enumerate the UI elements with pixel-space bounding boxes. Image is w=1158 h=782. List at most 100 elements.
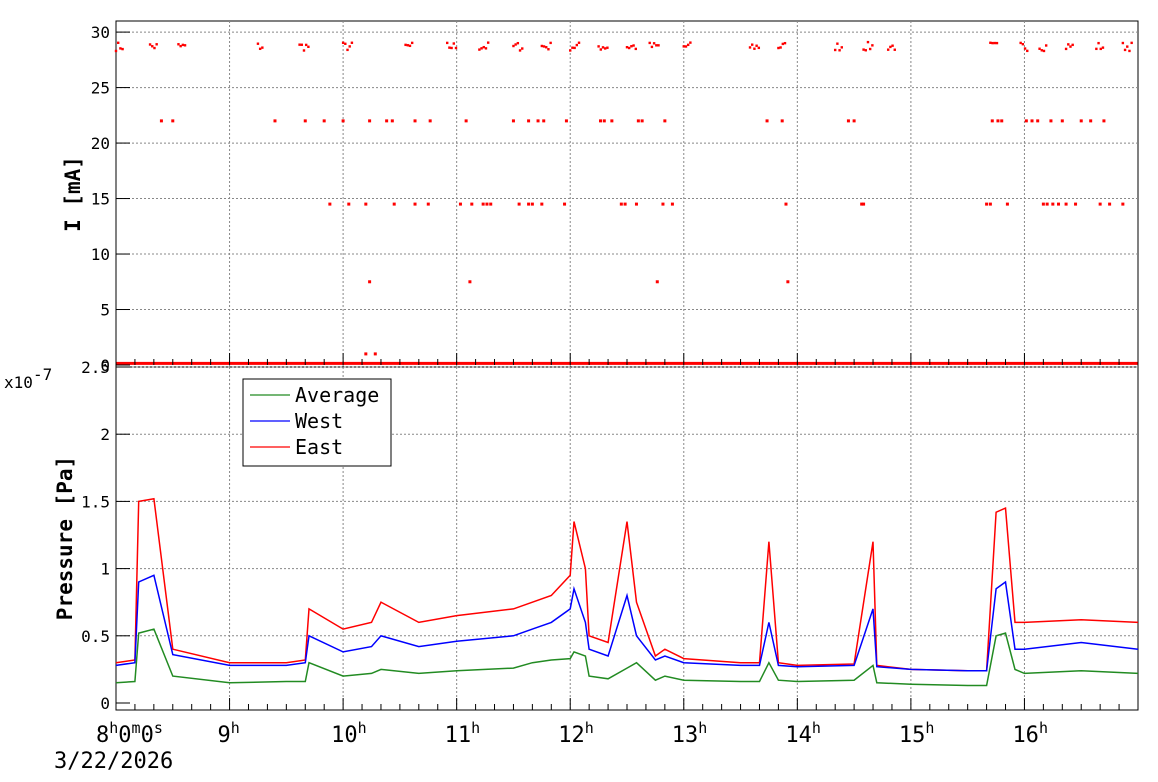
current-point	[341, 41, 345, 44]
current-point	[413, 119, 417, 123]
legend-label-west: West	[295, 409, 343, 433]
current-point	[1102, 119, 1106, 123]
current-point	[786, 280, 790, 284]
current-panel-grid	[116, 21, 1138, 367]
current-point	[392, 202, 396, 206]
current-point	[862, 48, 865, 51]
current-point	[650, 45, 654, 49]
current-point	[988, 202, 992, 206]
current-point	[833, 48, 837, 52]
current-point	[599, 119, 603, 123]
current-point	[410, 41, 414, 45]
current-point	[390, 119, 394, 123]
current-point	[171, 119, 175, 123]
current-y-tick-label: 10	[91, 245, 110, 264]
exponent-base: x10	[4, 373, 33, 392]
current-point	[985, 202, 989, 206]
current-point	[303, 119, 307, 123]
current-point	[258, 47, 262, 51]
current-point	[573, 46, 576, 50]
current-point	[777, 46, 780, 50]
current-point	[119, 47, 122, 50]
current-point	[995, 41, 999, 45]
pressure-line-average	[115, 628, 1139, 687]
pressure-y-tick-label: 2.5	[81, 358, 110, 377]
current-point	[1067, 43, 1070, 46]
current-point	[1098, 202, 1102, 206]
current-point	[549, 41, 552, 45]
current-point	[886, 48, 890, 51]
x-tick-label: 16h	[1012, 719, 1048, 748]
current-point	[1041, 202, 1045, 206]
pressure-y-tick-label: 1	[100, 560, 110, 579]
x-tick-label: 15h	[899, 719, 935, 748]
current-point	[307, 45, 310, 49]
current-point	[406, 44, 409, 47]
exponent-power: -7	[33, 365, 52, 384]
current-point	[408, 44, 412, 48]
current-point	[542, 119, 546, 123]
current-point	[628, 46, 631, 50]
x-tick-label: 10h	[331, 719, 367, 748]
current-point	[1099, 47, 1102, 51]
pressure-y-tick-label: 0	[100, 694, 110, 713]
current-point	[368, 280, 372, 284]
current-point	[1030, 119, 1034, 123]
current-point	[450, 46, 453, 50]
current-point	[757, 46, 761, 50]
current-point	[273, 119, 277, 123]
current-point	[1021, 43, 1025, 46]
current-point	[871, 44, 874, 47]
current-point	[151, 45, 154, 48]
current-point	[634, 47, 637, 51]
current-point	[1069, 45, 1072, 48]
current-point	[470, 202, 474, 206]
current-point	[864, 49, 867, 52]
current-point	[597, 45, 600, 48]
current-point	[866, 40, 870, 44]
current-point	[328, 202, 332, 206]
pressure-exponent-label: x10 -7	[4, 365, 52, 392]
current-point	[527, 202, 531, 206]
current-point	[779, 46, 782, 49]
current-point	[1079, 119, 1083, 123]
current-point	[385, 119, 389, 123]
current-y-tick-label: 15	[91, 190, 110, 209]
current-point	[511, 119, 515, 123]
current-y-axis: 0 5 10 15 20 25 30	[91, 23, 130, 375]
current-point	[860, 202, 864, 206]
current-y-tick-label: 0	[100, 356, 110, 375]
current-point	[177, 43, 180, 46]
current-point	[634, 202, 638, 206]
current-point	[655, 280, 659, 284]
current-point	[1057, 202, 1061, 206]
current-point	[838, 49, 841, 52]
pressure-y-tick-label: 0.5	[81, 627, 110, 646]
current-point	[604, 47, 607, 50]
current-point	[347, 202, 351, 206]
current-point	[1126, 45, 1129, 48]
current-point	[765, 119, 769, 123]
current-point	[1101, 46, 1105, 49]
current-point	[478, 48, 481, 51]
current-point	[517, 202, 521, 206]
current-point	[148, 43, 152, 46]
current-point	[368, 119, 372, 123]
current-y-tick-label: 5	[100, 301, 110, 320]
current-point	[1036, 119, 1040, 123]
current-point	[302, 49, 306, 52]
current-point	[540, 202, 544, 206]
current-point	[261, 46, 264, 49]
current-point	[521, 47, 524, 50]
current-point	[484, 47, 488, 50]
current-y-tick-label: 20	[91, 134, 110, 153]
current-point	[159, 119, 163, 123]
current-point	[114, 49, 118, 53]
current-point	[661, 202, 665, 206]
current-point	[1095, 47, 1098, 51]
current-point	[836, 42, 839, 45]
current-point	[606, 46, 609, 49]
current-point	[1024, 119, 1028, 123]
current-point	[575, 43, 579, 47]
